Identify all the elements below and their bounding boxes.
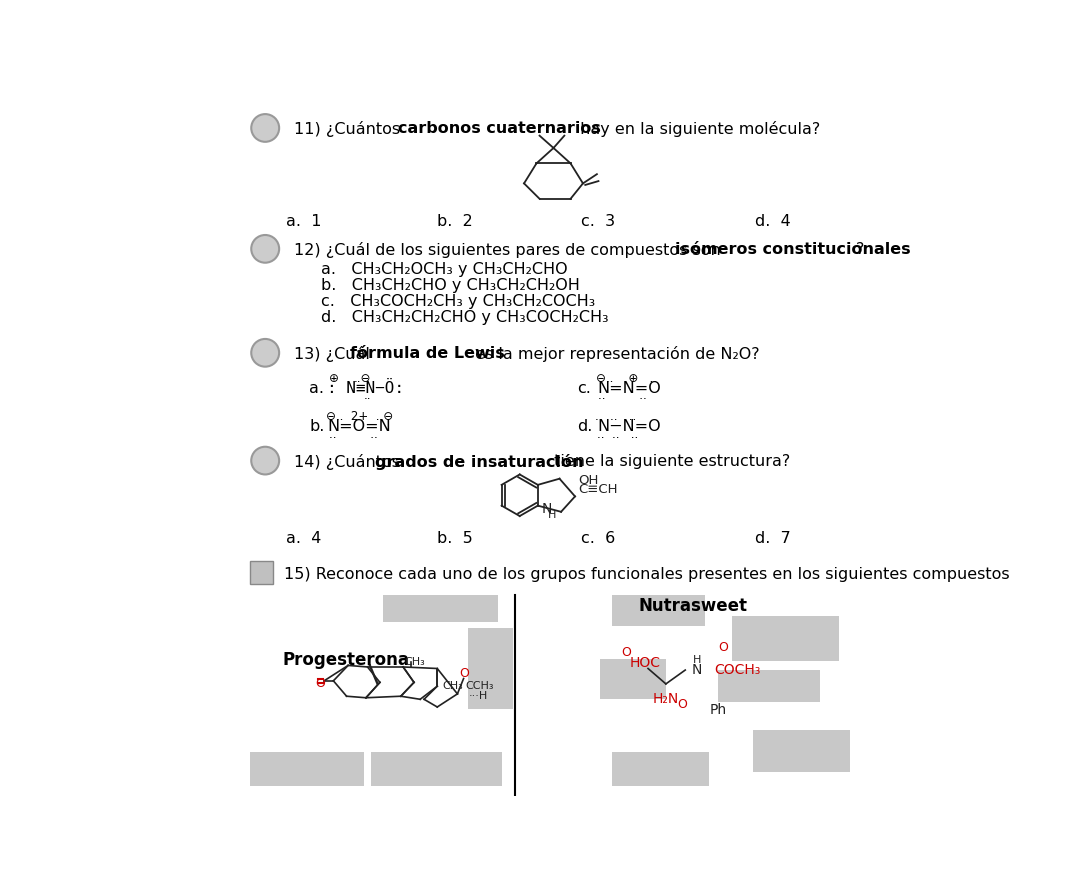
Text: b.   CH₃CH₂CHO y CH₃CH₂CH₂OH: b. CH₃CH₂CHO y CH₃CH₂CH₂OH [321, 277, 580, 292]
Text: CCH₃: CCH₃ [465, 680, 494, 690]
Text: O: O [459, 666, 469, 679]
Text: c.: c. [577, 381, 591, 395]
Text: N: N [542, 502, 552, 516]
Bar [469, 628, 513, 710]
Text: b.: b. [309, 419, 325, 434]
Text: c.  3: c. 3 [581, 214, 615, 229]
Text: grados de insaturación: grados de insaturación [375, 453, 584, 469]
Text: H: H [693, 654, 701, 664]
Text: b.  2: b. 2 [437, 214, 473, 229]
Text: : N≡N−Ö:: : N≡N−Ö: [327, 381, 404, 395]
Bar [732, 617, 839, 661]
Text: tiene la siguiente estructura?: tiene la siguiente estructura? [549, 453, 791, 468]
Text: ..  ..   ..: .. .. .. [595, 410, 636, 423]
Text: O: O [677, 696, 687, 710]
Text: ..: .. [364, 389, 372, 401]
Text: CH₃: CH₃ [405, 656, 426, 666]
Text: O: O [622, 645, 632, 658]
Text: d.  4: d. 4 [755, 214, 791, 229]
Bar [718, 670, 820, 703]
Text: c.   CH₃COCH₂CH₃ y CH₃CH₂COCH₃: c. CH₃COCH₂CH₃ y CH₃CH₂COCH₃ [321, 293, 595, 308]
Text: HOC: HOC [630, 655, 661, 670]
Text: ..         ..: .. .. [328, 427, 378, 441]
Text: d.: d. [577, 419, 592, 434]
Text: ..⊖: ..⊖ [353, 372, 370, 384]
Text: ?: ? [855, 242, 864, 257]
Text: H₂N: H₂N [652, 691, 679, 705]
Text: N: N [691, 662, 702, 676]
Text: Progesterona: Progesterona [282, 651, 409, 669]
Circle shape [252, 447, 279, 475]
Text: 13) ¿Cuál: 13) ¿Cuál [294, 345, 375, 361]
Text: 15) Reconoce cada uno de los grupos funcionales presentes en los siguientes comp: 15) Reconoce cada uno de los grupos func… [284, 567, 1010, 582]
Text: C≡CH: C≡CH [578, 483, 618, 495]
Text: es la mejor representación de N₂O?: es la mejor representación de N₂O? [470, 345, 759, 361]
Bar [383, 595, 498, 622]
Bar [372, 752, 501, 787]
Text: O: O [718, 641, 728, 654]
Text: N−N=O: N−N=O [597, 419, 661, 434]
Text: O: O [314, 676, 325, 689]
Text: N=N=O: N=N=O [597, 381, 661, 395]
Circle shape [252, 236, 279, 264]
Text: 14) ¿Cuántos: 14) ¿Cuántos [294, 453, 405, 469]
Bar [611, 752, 708, 787]
Circle shape [252, 340, 279, 367]
Text: a.   CH₃CH₂OCH₃ y CH₃CH₂CHO: a. CH₃CH₂OCH₃ y CH₃CH₂CHO [321, 261, 568, 276]
Text: a.: a. [309, 381, 324, 395]
Text: H: H [548, 510, 556, 520]
Bar [249, 752, 364, 787]
Text: 11) ¿Cuántos: 11) ¿Cuántos [294, 121, 405, 137]
Text: 12) ¿Cuál de los siguientes pares de compuestos son: 12) ¿Cuál de los siguientes pares de com… [294, 241, 726, 257]
Text: Nutrasweet: Nutrasweet [638, 596, 747, 615]
Text: ···H: ···H [469, 691, 487, 701]
Text: d.  7: d. 7 [755, 530, 791, 545]
Bar [611, 595, 704, 627]
Text: ⊕: ⊕ [328, 372, 339, 384]
Text: a.  4: a. 4 [286, 530, 322, 545]
Text: hay en la siguiente molécula?: hay en la siguiente molécula? [576, 121, 821, 137]
Text: b.  5: b. 5 [437, 530, 473, 545]
Text: isómeros constitucionales: isómeros constitucionales [675, 242, 910, 257]
Text: CH₃: CH₃ [442, 680, 462, 690]
Text: ⊖..  2+  ..⊖: ⊖.. 2+ ..⊖ [326, 410, 393, 423]
Text: fórmula de Lewis: fórmula de Lewis [350, 346, 504, 361]
Text: N=O=N: N=O=N [327, 419, 391, 434]
Bar [600, 660, 666, 699]
Text: OH: OH [578, 474, 598, 486]
Text: ⊖..    ⊕   ..: ⊖.. ⊕ .. [596, 372, 657, 384]
Text: c.  6: c. 6 [581, 530, 615, 545]
Text: Ph: Ph [710, 702, 727, 716]
Bar [249, 561, 273, 584]
Text: ..         ..: .. .. [598, 389, 647, 401]
Bar [754, 730, 850, 772]
Text: carbonos cuaternarios: carbonos cuaternarios [399, 122, 602, 136]
Text: d.   CH₃CH₂CH₂CHO y CH₃COCH₂CH₃: d. CH₃CH₂CH₂CHO y CH₃COCH₂CH₃ [321, 309, 609, 325]
Circle shape [252, 115, 279, 143]
Text: a.  1: a. 1 [286, 214, 322, 229]
Text: ..  ..   ..: .. .. .. [597, 427, 638, 441]
Text: COCH₃: COCH₃ [715, 662, 761, 676]
